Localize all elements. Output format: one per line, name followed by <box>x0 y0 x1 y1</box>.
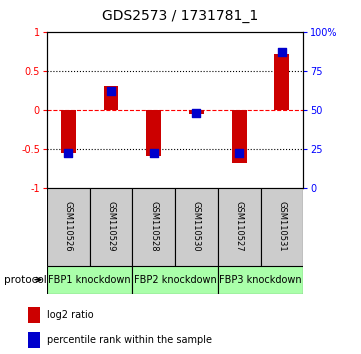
Bar <box>274 54 290 110</box>
Bar <box>175 188 218 266</box>
Bar <box>218 266 303 294</box>
Point <box>279 49 285 55</box>
Point <box>236 150 242 156</box>
Point <box>151 150 157 156</box>
Text: protocol: protocol <box>4 275 46 285</box>
Text: GDS2573 / 1731781_1: GDS2573 / 1731781_1 <box>103 9 258 23</box>
Text: GSM110527: GSM110527 <box>235 201 244 252</box>
Point <box>108 88 114 94</box>
Text: GSM110528: GSM110528 <box>149 201 158 252</box>
Text: percentile rank within the sample: percentile rank within the sample <box>47 335 212 345</box>
Bar <box>61 110 76 153</box>
Bar <box>218 188 261 266</box>
Bar <box>47 266 132 294</box>
Text: GSM110529: GSM110529 <box>106 201 116 252</box>
Point <box>193 110 199 116</box>
Text: GSM110526: GSM110526 <box>64 201 73 252</box>
Text: FBP3 knockdown: FBP3 knockdown <box>219 275 302 285</box>
Bar <box>28 307 40 323</box>
Bar <box>47 188 90 266</box>
Bar <box>132 188 175 266</box>
Bar <box>261 188 303 266</box>
Bar <box>28 332 40 348</box>
Text: FBP2 knockdown: FBP2 knockdown <box>134 275 217 285</box>
Text: GSM110531: GSM110531 <box>277 201 286 252</box>
Bar <box>104 86 118 110</box>
Text: FBP1 knockdown: FBP1 knockdown <box>48 275 131 285</box>
Bar <box>146 110 161 156</box>
Text: log2 ratio: log2 ratio <box>47 310 93 320</box>
Bar <box>132 266 218 294</box>
Point <box>65 150 71 156</box>
Bar <box>90 188 132 266</box>
Bar <box>189 110 204 114</box>
Bar <box>232 110 247 163</box>
Text: GSM110530: GSM110530 <box>192 201 201 252</box>
